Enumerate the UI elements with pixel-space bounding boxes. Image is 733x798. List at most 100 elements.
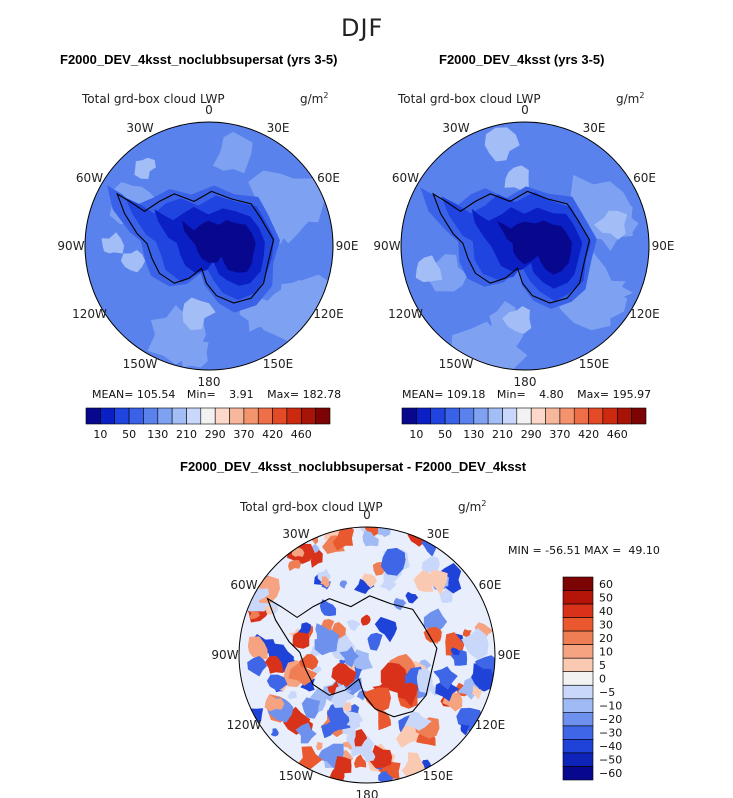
diff-minmax-text: MIN = -56.51 MAX = 49.10 <box>508 544 660 557</box>
diff-patch <box>346 619 361 632</box>
diff-patch <box>361 573 377 588</box>
diff-patch <box>397 682 418 707</box>
colorbar-swatch <box>444 407 460 425</box>
colorbar-swatch <box>562 671 594 686</box>
colorbar-tick-label: 50 <box>122 428 136 441</box>
lighter-patch <box>502 306 532 334</box>
map-border <box>400 121 650 371</box>
diff-patch <box>433 666 458 690</box>
diff-patch <box>314 629 340 656</box>
colorbar-swatch <box>171 407 187 425</box>
right-mean-value: 109.18 <box>446 388 486 401</box>
diff-patch <box>405 591 419 604</box>
right-variable-label: Total grd-box cloud LWP <box>398 92 541 106</box>
left-panel-title: F2000_DEV_4ksst_noclubbsupersat (yrs 3-5… <box>60 52 338 67</box>
diff-patch <box>461 628 489 660</box>
longitude-label: 150W <box>279 769 314 783</box>
right-min-value: 4.80 <box>539 388 564 401</box>
diff-patch <box>362 687 391 713</box>
colorbar-swatch <box>257 407 273 425</box>
diff-patch <box>270 728 279 737</box>
longitude-label: 150W <box>439 357 474 371</box>
diff-patch <box>247 656 267 677</box>
colorbar-swatch <box>100 407 116 425</box>
longitude-label: 90W <box>57 239 84 253</box>
colorbar-swatch <box>631 407 647 425</box>
diff-patch <box>346 714 361 729</box>
left-max-label: Max= <box>267 388 300 401</box>
diff-patch <box>393 597 407 611</box>
colorbar-swatch <box>315 407 331 425</box>
light-patch <box>280 279 319 313</box>
longitude-label: 120E <box>475 718 506 732</box>
map-left <box>85 122 333 370</box>
colorbar-swatch <box>157 407 173 425</box>
diff-patch <box>404 711 432 731</box>
colorbar-tick-label: 5 <box>599 659 606 672</box>
colorbar-swatch <box>229 407 245 425</box>
colorbar-swatch <box>562 766 594 781</box>
left-mean-label: MEAN= <box>92 388 134 401</box>
colorbar-swatch <box>562 684 594 700</box>
lighter-patch <box>504 165 529 191</box>
colorbar-tick-label: 60 <box>599 578 613 591</box>
diff-patch <box>301 697 321 719</box>
longitude-label: 60E <box>479 578 502 592</box>
colorbar-swatch <box>200 407 216 425</box>
diff-patch <box>378 708 392 731</box>
colorbar-tick-label: 10 <box>93 428 107 441</box>
diff-patch <box>354 754 367 769</box>
diff-patch <box>416 668 434 694</box>
colorbar-tick-label: 0 <box>599 673 606 686</box>
longitude-label: 60E <box>633 171 656 185</box>
colorbar-left: 10 50 130 210 290 370 420 460 <box>85 407 331 441</box>
longitude-label: 90W <box>211 648 238 662</box>
longitude-label: 0 <box>521 103 529 117</box>
colorbar-swatch <box>487 407 503 425</box>
diff-patch <box>247 636 268 660</box>
longitude-label: 150W <box>123 357 158 371</box>
diff-patch <box>354 729 368 747</box>
longitude-label: 90E <box>498 648 521 662</box>
colorbar-tick-label: 10 <box>599 645 613 658</box>
colorbar-swatch <box>286 407 302 425</box>
colorbar-swatch <box>602 407 618 425</box>
colorbar-tick-label: 210 <box>492 428 513 441</box>
colorbar-swatch <box>85 407 101 425</box>
antarctica-coastline <box>432 190 591 304</box>
diff-patch <box>320 576 330 588</box>
colorbar-tick-label: −50 <box>599 754 622 767</box>
colorbar-swatch <box>430 407 446 425</box>
colorbar-swatch <box>562 698 594 713</box>
diff-patch <box>427 570 448 596</box>
right-mean-label: MEAN= <box>402 388 444 401</box>
light-patch <box>212 131 253 174</box>
colorbar-swatch <box>562 657 594 673</box>
diff-patch <box>362 530 379 547</box>
colorbar-tick-label: 30 <box>599 618 613 631</box>
diff-patch <box>268 643 294 671</box>
diff-patch <box>423 608 448 632</box>
diff-patch <box>379 579 397 592</box>
map-diff <box>239 527 495 783</box>
diff-patch <box>423 626 442 643</box>
lighter-patch <box>182 297 216 331</box>
lighter-patch <box>484 127 520 162</box>
diff-patch <box>321 720 342 739</box>
longitude-label: 120W <box>388 307 423 321</box>
map-border <box>84 121 334 371</box>
lighter-patch <box>594 210 628 240</box>
light-patch <box>551 250 634 331</box>
colorbar-swatch <box>243 407 259 425</box>
colorbar-swatch <box>588 407 604 425</box>
right-max-label: Max= <box>577 388 610 401</box>
light-patch <box>174 332 209 368</box>
colorbar-swatch <box>562 630 594 645</box>
antarctica-coastline <box>116 190 275 304</box>
colorbar-swatch <box>562 711 594 727</box>
colorbar-swatch <box>516 407 532 425</box>
right-panel-title: F2000_DEV_4ksst (yrs 3-5) <box>439 52 605 67</box>
diff-patch <box>421 555 440 573</box>
